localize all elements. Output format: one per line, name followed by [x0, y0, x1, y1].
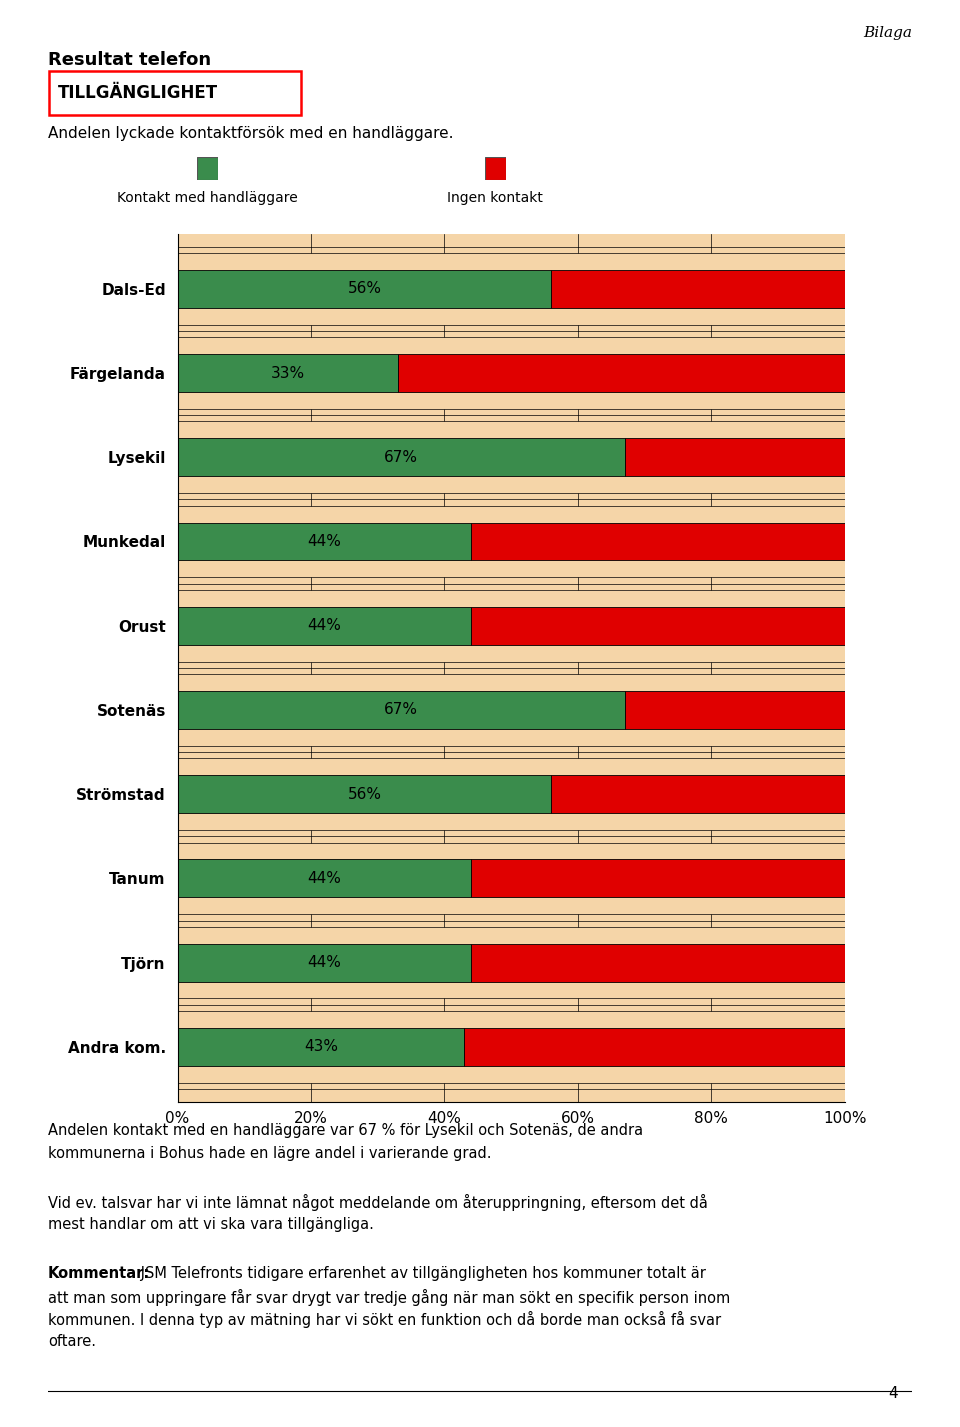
Bar	[471, 606, 845, 645]
Bar	[471, 522, 845, 561]
Text: mest handlar om att vi ska vara tillgängliga.: mest handlar om att vi ska vara tillgäng…	[48, 1217, 373, 1233]
Bar	[178, 842, 845, 915]
Text: Kommentar:: Kommentar:	[48, 1266, 151, 1281]
Text: 4: 4	[888, 1386, 898, 1401]
Text: 44%: 44%	[307, 870, 342, 886]
Text: 43%: 43%	[304, 1039, 338, 1055]
Bar	[178, 943, 471, 982]
Text: 56%: 56%	[348, 281, 381, 297]
Bar	[178, 354, 397, 392]
Bar	[178, 859, 471, 898]
Bar	[625, 691, 845, 729]
Text: TILLGÄNGLIGHET: TILLGÄNGLIGHET	[59, 84, 218, 101]
Text: JSM Telefronts tidigare erfarenhet av tillgängligheten hos kommuner totalt är: JSM Telefronts tidigare erfarenhet av ti…	[136, 1266, 707, 1281]
Bar	[178, 758, 845, 831]
Bar	[178, 522, 471, 561]
Text: 44%: 44%	[307, 955, 342, 970]
Text: 44%: 44%	[307, 618, 342, 634]
FancyBboxPatch shape	[485, 157, 506, 180]
Text: 56%: 56%	[348, 786, 381, 802]
Bar	[471, 943, 845, 982]
FancyBboxPatch shape	[197, 157, 218, 180]
FancyBboxPatch shape	[49, 71, 300, 114]
Text: kommunerna i Bohus hade en lägre andel i varierande grad.: kommunerna i Bohus hade en lägre andel i…	[48, 1146, 492, 1162]
Text: Vid ev. talsvar har vi inte lämnat något meddelande om återuppringning, eftersom: Vid ev. talsvar har vi inte lämnat något…	[48, 1194, 708, 1212]
Bar	[178, 421, 845, 494]
Bar	[178, 270, 551, 308]
Text: 44%: 44%	[307, 534, 342, 549]
Bar	[178, 337, 845, 408]
Bar	[178, 589, 845, 662]
Bar	[178, 691, 625, 729]
Bar	[178, 775, 551, 813]
Text: Bilaga: Bilaga	[863, 26, 912, 40]
Text: oftare.: oftare.	[48, 1334, 96, 1350]
Bar	[178, 1027, 465, 1066]
Bar	[178, 928, 845, 999]
Bar	[551, 775, 845, 813]
Text: Kontakt med handläggare: Kontakt med handläggare	[117, 191, 298, 205]
Bar	[397, 354, 845, 392]
Text: 33%: 33%	[271, 365, 304, 381]
Text: Resultat telefon: Resultat telefon	[48, 51, 211, 70]
Bar	[178, 253, 845, 324]
Text: 67%: 67%	[384, 450, 419, 465]
Bar	[471, 859, 845, 898]
Bar	[178, 1012, 845, 1083]
Bar	[178, 505, 845, 578]
Bar	[465, 1027, 845, 1066]
Text: Ingen kontakt: Ingen kontakt	[447, 191, 543, 205]
Text: Andelen kontakt med en handläggare var 67 % för Lysekil och Sotenäs, de andra: Andelen kontakt med en handläggare var 6…	[48, 1123, 643, 1139]
Bar	[625, 438, 845, 477]
Bar	[551, 270, 845, 308]
Text: Andelen lyckade kontaktförsök med en handläggare.: Andelen lyckade kontaktförsök med en han…	[48, 126, 453, 141]
Text: kommunen. I denna typ av mätning har vi sökt en funktion och då borde man också : kommunen. I denna typ av mätning har vi …	[48, 1311, 721, 1329]
Bar	[178, 438, 625, 477]
Bar	[178, 674, 845, 746]
Text: att man som uppringare får svar drygt var tredje gång när man sökt en specifik p: att man som uppringare får svar drygt va…	[48, 1289, 731, 1306]
Bar	[178, 606, 471, 645]
Text: 67%: 67%	[384, 702, 419, 718]
